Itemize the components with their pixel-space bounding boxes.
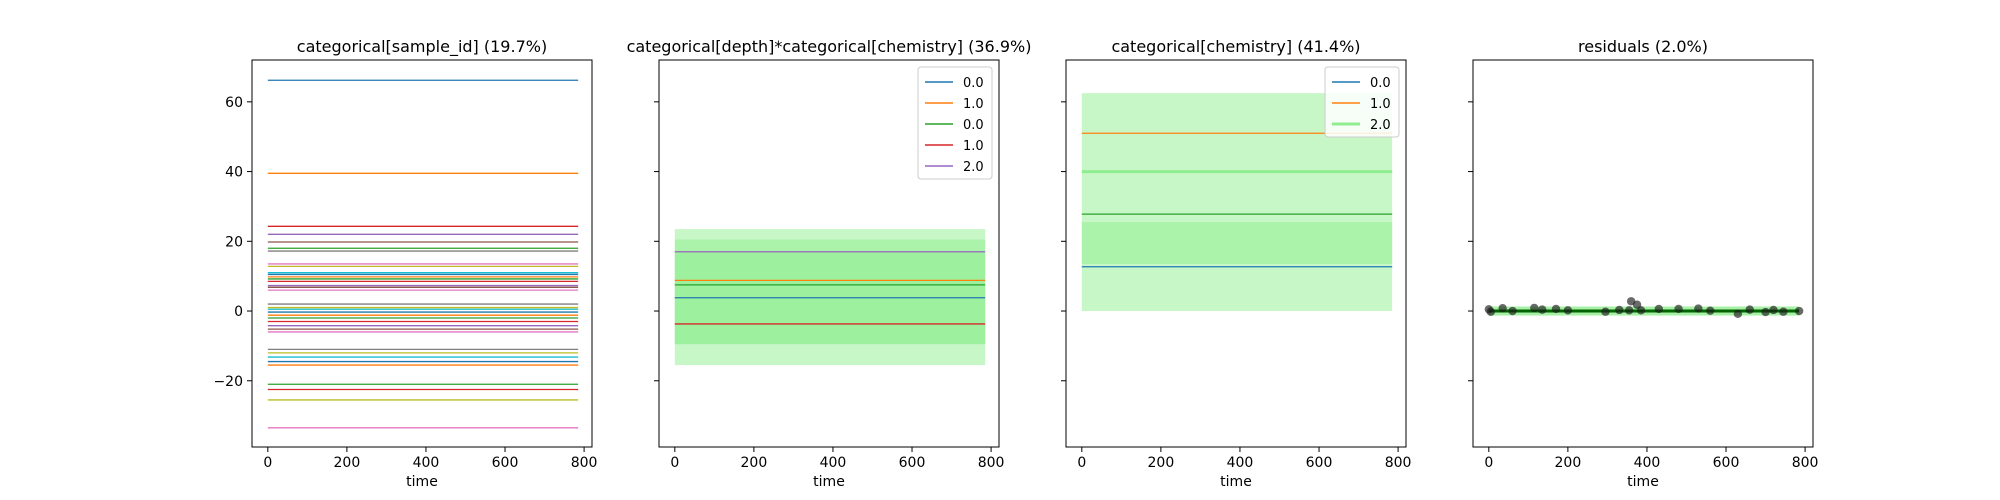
x-tick-label: 600 xyxy=(1713,455,1740,471)
residual-point-7 xyxy=(1551,304,1561,314)
x-tick-label: 200 xyxy=(1148,455,1175,471)
x-tick-label: 800 xyxy=(978,455,1005,471)
chart-panel-1: 0 200 400 600 8006040200−20categorical[sampl… xyxy=(213,37,597,490)
residual-point-23 xyxy=(1779,307,1788,316)
legend-label: 1.0 xyxy=(963,97,984,112)
y-tick-label: −20 xyxy=(213,374,243,390)
x-tick-label: 0 xyxy=(1077,455,1086,471)
chart-panel-3: 0 200 400 600 800 categorical[chemistry] (41.… xyxy=(1061,37,1411,490)
x-tick-label: 600 xyxy=(899,455,926,471)
residual-point-24 xyxy=(1794,306,1804,316)
x-tick-label: 200 xyxy=(741,455,768,471)
residual-point-19 xyxy=(1733,309,1743,319)
plot-area xyxy=(674,229,986,366)
residual-point-22 xyxy=(1769,305,1778,315)
legend-label: 0.0 xyxy=(963,76,984,91)
residual-point-21 xyxy=(1761,307,1770,317)
x-tick-label: 800 xyxy=(1792,455,1819,471)
chart-title: categorical[sample_id] (19.7%) xyxy=(297,37,547,57)
axes-frame xyxy=(1472,59,1814,448)
legend-label: 2.0 xyxy=(1370,118,1391,133)
x-axis-label: time xyxy=(813,474,845,490)
y-tick-label: 20 xyxy=(225,234,243,250)
residual-point-8 xyxy=(1563,306,1573,315)
x-tick-label: 200 xyxy=(334,455,361,471)
residual-point-11 xyxy=(1624,306,1634,315)
x-tick-label: 600 xyxy=(1306,455,1333,471)
chart-title: residuals (2.0%) xyxy=(1578,37,1708,56)
residual-point-3 xyxy=(1498,304,1507,313)
legend-label: 1.0 xyxy=(1370,97,1391,112)
residual-point-15 xyxy=(1654,304,1664,314)
confidence-band-2 xyxy=(1081,222,1393,264)
axes-frame xyxy=(658,59,1000,448)
legend-label: 1.0 xyxy=(963,139,984,154)
residual-point-17 xyxy=(1694,304,1703,313)
residual-point-20 xyxy=(1745,305,1754,314)
y-tick-label: 40 xyxy=(225,165,243,181)
chart-title: categorical[depth]*categorical[chemistry… xyxy=(627,37,1032,56)
x-tick-label: 400 xyxy=(1634,455,1661,471)
residual-point-9 xyxy=(1601,307,1610,316)
residual-point-2 xyxy=(1486,307,1495,316)
residual-point-10 xyxy=(1615,305,1624,315)
axes-frame xyxy=(1065,59,1407,448)
x-tick-label: 800 xyxy=(1385,455,1412,471)
legend-label: 2.0 xyxy=(963,160,984,175)
axes-frame xyxy=(251,59,593,448)
residual-point-5 xyxy=(1530,303,1539,313)
residual-point-6 xyxy=(1537,305,1547,314)
plot-area xyxy=(267,79,579,429)
x-tick-label: 0 xyxy=(263,455,272,471)
x-tick-label: 800 xyxy=(571,455,598,471)
chart-title: categorical[chemistry] (41.4%) xyxy=(1111,37,1360,56)
x-axis-label: time xyxy=(406,474,438,490)
residual-point-18 xyxy=(1706,306,1715,315)
legend-box xyxy=(1324,66,1400,138)
x-tick-label: 200 xyxy=(1555,455,1582,471)
residual-point-4 xyxy=(1508,306,1517,316)
x-axis-label: time xyxy=(1220,474,1252,490)
x-tick-label: 400 xyxy=(1227,455,1254,471)
plot-area xyxy=(1484,297,1804,319)
y-tick-label: 60 xyxy=(225,95,243,111)
x-tick-label: 400 xyxy=(413,455,440,471)
legend-box xyxy=(917,66,993,180)
residual-point-16 xyxy=(1674,304,1683,314)
chart-panel-4: 0 200 400 600 800 residuals (2.0%) time xyxy=(1468,37,1818,490)
x-axis-label: time xyxy=(1627,474,1659,490)
legend-label: 0.0 xyxy=(1370,76,1391,91)
legend: 0.0 1.0 0.0 1.0 2.0 xyxy=(917,66,993,180)
y-tick-label: 0 xyxy=(234,304,243,320)
x-tick-label: 0 xyxy=(670,455,679,471)
x-tick-label: 400 xyxy=(820,455,847,471)
residual-point-14 xyxy=(1636,306,1646,315)
legend: 0.0 1.0 2.0 xyxy=(1324,66,1400,138)
x-tick-label: 600 xyxy=(492,455,519,471)
legend-label: 0.0 xyxy=(963,118,984,133)
x-tick-label: 0 xyxy=(1484,455,1493,471)
chart-panel-2: 0 200 400 600 800 categorical[depth]*categori… xyxy=(627,37,1032,490)
